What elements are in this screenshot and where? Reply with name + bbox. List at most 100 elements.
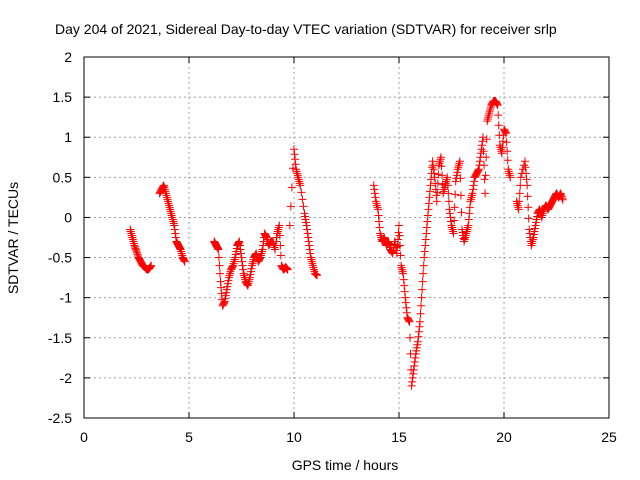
data-point bbox=[228, 263, 237, 272]
data-point bbox=[248, 259, 257, 268]
data-point bbox=[237, 253, 246, 262]
data-point bbox=[442, 175, 451, 184]
data-point bbox=[375, 223, 384, 232]
data-point bbox=[170, 221, 179, 230]
data-point bbox=[538, 211, 547, 220]
data-point bbox=[428, 163, 437, 172]
data-point bbox=[466, 195, 475, 204]
data-point bbox=[401, 293, 410, 302]
data-point bbox=[469, 181, 478, 190]
data-point bbox=[524, 214, 533, 223]
data-point bbox=[557, 192, 566, 201]
data-point bbox=[437, 153, 445, 162]
data-point bbox=[480, 175, 489, 184]
data-point bbox=[238, 261, 247, 270]
data-point bbox=[502, 129, 511, 138]
data-point bbox=[525, 225, 534, 234]
data-point bbox=[416, 317, 424, 326]
data-point bbox=[558, 195, 567, 204]
x-tick-label: 20 bbox=[496, 429, 512, 445]
data-point bbox=[375, 217, 384, 226]
data-point bbox=[493, 101, 502, 110]
data-point bbox=[129, 239, 138, 248]
data-point bbox=[230, 257, 239, 266]
data-point bbox=[180, 257, 189, 266]
data-point bbox=[395, 221, 403, 230]
data-point bbox=[421, 235, 430, 244]
data-point bbox=[419, 261, 428, 270]
data-point bbox=[522, 175, 531, 184]
data-point bbox=[448, 225, 457, 234]
data-point bbox=[505, 169, 514, 178]
data-point bbox=[450, 216, 459, 225]
data-point bbox=[166, 207, 175, 216]
axis-ticks bbox=[83, 56, 610, 419]
data-point bbox=[370, 185, 379, 194]
data-point bbox=[515, 189, 524, 198]
data-point bbox=[274, 225, 283, 234]
data-point bbox=[521, 157, 529, 166]
data-point bbox=[416, 309, 425, 318]
data-point bbox=[239, 265, 248, 274]
data-point bbox=[441, 179, 450, 188]
data-point bbox=[418, 285, 427, 294]
data-point bbox=[169, 217, 178, 226]
data-point bbox=[132, 247, 141, 256]
data-point bbox=[164, 199, 173, 208]
data-point bbox=[128, 233, 137, 242]
data-point bbox=[445, 205, 454, 214]
data-point bbox=[433, 188, 442, 197]
data-point bbox=[410, 361, 419, 370]
data-point bbox=[219, 299, 228, 308]
data-point bbox=[213, 243, 222, 252]
data-point bbox=[436, 155, 445, 164]
data-point bbox=[165, 201, 174, 210]
data-point bbox=[373, 203, 382, 212]
data-point bbox=[421, 241, 430, 250]
data-point bbox=[164, 197, 172, 206]
data-point bbox=[440, 185, 449, 194]
data-point bbox=[400, 287, 409, 296]
data-point bbox=[304, 237, 313, 246]
data-point bbox=[473, 167, 482, 176]
data-point bbox=[439, 187, 448, 196]
data-point bbox=[275, 221, 284, 230]
data-point bbox=[374, 211, 383, 220]
data-point bbox=[450, 203, 459, 212]
data-point bbox=[528, 237, 537, 246]
data-point bbox=[467, 191, 476, 200]
data-point bbox=[425, 187, 434, 196]
data-point bbox=[388, 248, 397, 257]
data-point bbox=[465, 209, 474, 218]
data-point bbox=[405, 317, 414, 326]
data-point bbox=[409, 365, 418, 374]
data-point bbox=[434, 170, 443, 179]
data-point bbox=[167, 209, 176, 218]
data-point bbox=[302, 221, 311, 230]
data-point bbox=[170, 225, 179, 234]
data-point bbox=[444, 197, 453, 206]
data-point bbox=[484, 113, 493, 122]
data-point bbox=[444, 189, 453, 198]
data-point bbox=[295, 179, 304, 188]
data-point bbox=[426, 181, 435, 190]
data-point bbox=[225, 269, 234, 278]
data-point bbox=[171, 233, 180, 242]
data-point bbox=[449, 227, 458, 236]
data-point bbox=[309, 265, 318, 274]
y-tick-label: 1 bbox=[64, 129, 72, 145]
data-point bbox=[313, 271, 322, 280]
data-point bbox=[480, 161, 489, 170]
data-point bbox=[128, 235, 137, 244]
data-point bbox=[462, 227, 471, 236]
data-point bbox=[308, 259, 317, 268]
data-point bbox=[393, 235, 402, 244]
y-tick-label: 0 bbox=[64, 209, 72, 225]
data-point bbox=[168, 213, 177, 222]
data-point bbox=[294, 173, 303, 182]
data-point bbox=[406, 333, 415, 342]
data-point bbox=[456, 174, 465, 183]
data-point bbox=[171, 229, 180, 238]
data-point bbox=[423, 211, 432, 220]
data-point bbox=[385, 241, 394, 250]
